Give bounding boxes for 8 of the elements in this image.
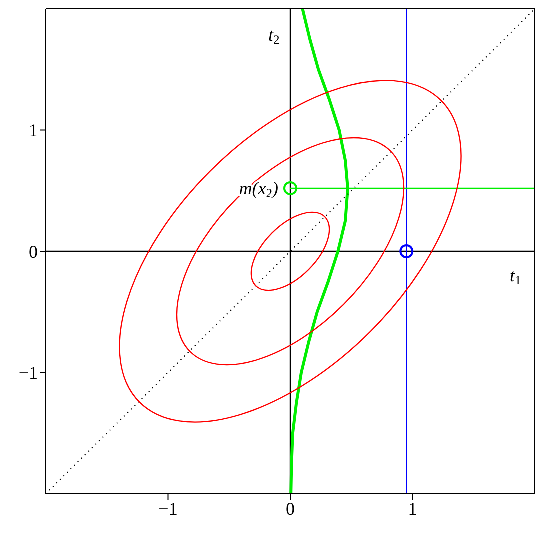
x-tick-label: 0 — [286, 498, 295, 519]
y-tick-label: −1 — [18, 363, 38, 384]
y-axis-title: t$_{2}$ — [268, 25, 280, 48]
x-axis-title: t$_{1}$ — [510, 266, 522, 288]
y-tick-label: 0 — [29, 242, 38, 262]
x-tick-label: −1 — [158, 498, 178, 519]
x-tick-label: 1 — [408, 498, 418, 519]
y-tick-label: 1 — [29, 120, 38, 141]
